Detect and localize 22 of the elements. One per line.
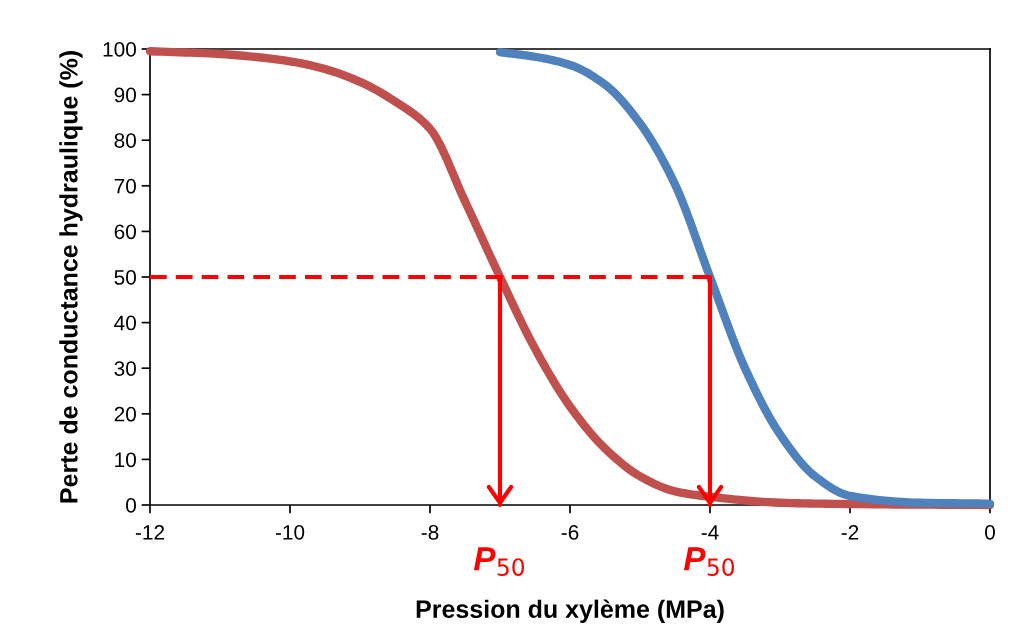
y-tick-label: 50 — [114, 270, 136, 285]
x-tick-label: -10 — [275, 524, 305, 540]
y-tick-label: 80 — [114, 133, 136, 148]
y-tick-label: 60 — [114, 224, 136, 240]
y-axis-title: Perte de conductance hydraulique (%) — [59, 51, 83, 503]
y-tick-label: 40 — [114, 315, 136, 331]
x-tick-label: -2 — [841, 524, 859, 540]
y-tick-label: 30 — [114, 361, 136, 376]
y-tick-label: 10 — [115, 452, 136, 468]
x-tick-label: -6 — [561, 524, 579, 540]
x-tick-label: -8 — [421, 524, 439, 540]
y-tick-label: 70 — [114, 178, 136, 194]
x-tick-label: -12 — [135, 524, 165, 540]
y-tick-label: 90 — [114, 87, 136, 103]
x-tick-label: 0 — [985, 524, 995, 540]
x-axis-title: Pression du xylème (MPa) — [416, 599, 724, 623]
y-tick-label: 20 — [114, 406, 136, 422]
text: P$_{50}$ — [473, 547, 525, 576]
text: P$_{50}$ — [683, 547, 735, 576]
y-tick-label: 0 — [126, 498, 136, 513]
y-tick-label: 100 — [103, 42, 136, 57]
x-tick-label: -4 — [701, 525, 719, 540]
